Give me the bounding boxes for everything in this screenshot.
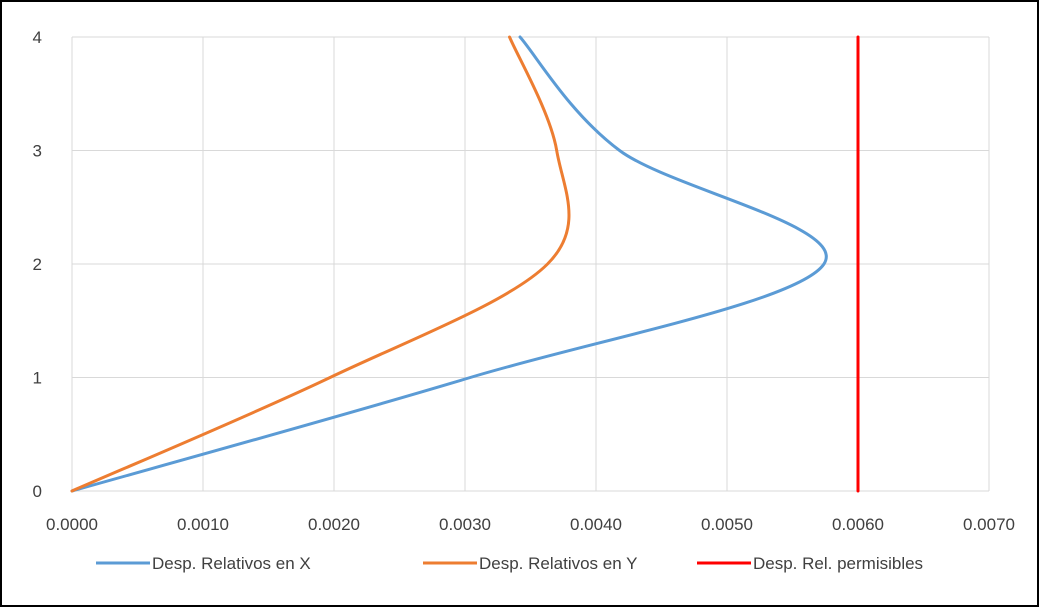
y-tick-label: 2 [33,255,42,274]
x-tick-label: 0.0000 [46,515,98,534]
x-tick-label: 0.0030 [439,515,491,534]
y-tick-label: 0 [33,482,42,501]
x-tick-label: 0.0040 [570,515,622,534]
x-axis-ticks: 0.0000 0.0010 0.0020 0.0030 0.0040 0.0050 0.00… [46,515,1015,534]
x-tick-label: 0.0070 [963,515,1015,534]
x-tick-label: 0.0050 [701,515,753,534]
legend-label-1: Desp. Relativos en X [152,554,311,573]
x-tick-label: 0.0060 [832,515,884,534]
grid-lines [71,36,990,492]
series-lines [70,35,860,493]
x-tick-label: 0.0010 [177,515,229,534]
legend-label-2: Desp. Relativos en Y [479,554,637,573]
y-tick-label: 4 [33,28,42,47]
series-line-1 [70,35,828,493]
y-tick-label: 1 [33,369,42,388]
x-tick-label: 0.0020 [308,515,360,534]
y-axis-ticks: 0 1 2 3 4 [33,28,42,501]
series-line-2 [70,35,571,493]
legend: Desp. Relativos en X Desp. Relativos en Y… [96,554,923,573]
y-tick-label: 3 [33,142,42,161]
legend-label-3: Desp. Rel. permisibles [753,554,923,573]
